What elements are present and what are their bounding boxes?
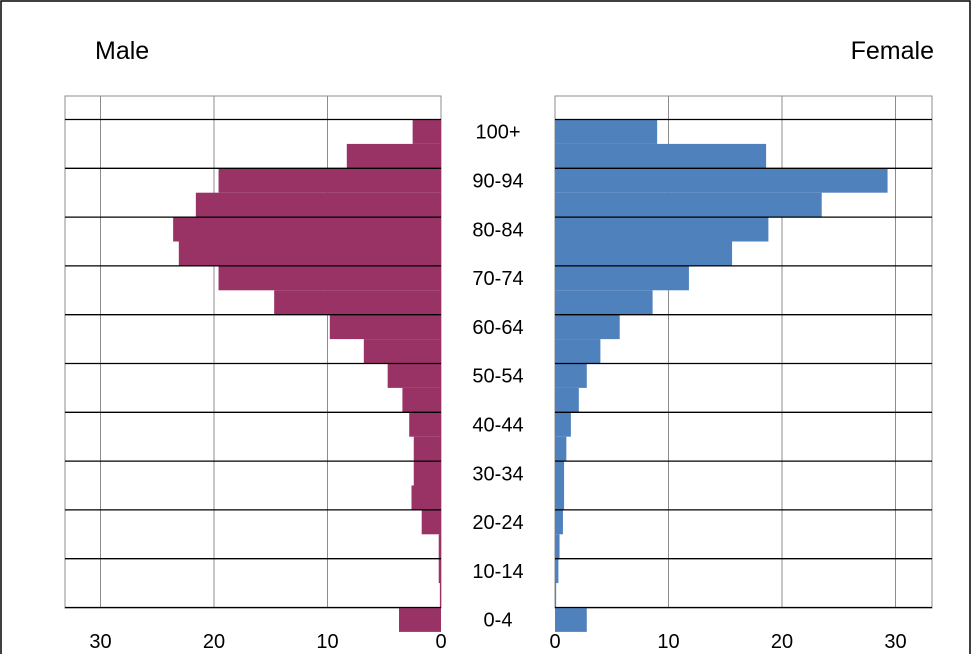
female-bar [555, 217, 769, 242]
female-bar [555, 290, 653, 315]
male-bar [346, 143, 441, 169]
age-axis-labels: 100+ 90-94 80-84 70-74 60-64 50-54 40-44 30-34 2… [472, 122, 523, 632]
female-bar [555, 509, 563, 535]
male-bar [178, 241, 441, 266]
male-bar [399, 607, 441, 632]
male-x-tick-label: 20 [203, 631, 225, 653]
female-bar [555, 363, 587, 388]
female-bar [555, 558, 559, 584]
age-group-label: 30-34 [472, 463, 523, 485]
male-bar [413, 436, 441, 462]
female-bar [555, 534, 560, 559]
age-group-label: 80-84 [472, 219, 523, 241]
female-bar [555, 314, 620, 340]
age-group-label: 0-4 [484, 610, 513, 632]
female-x-tick-label: 10 [657, 631, 679, 653]
age-group-label: 90-94 [472, 171, 523, 193]
male-x-tick-label: 10 [316, 631, 338, 653]
female-bar [555, 168, 888, 193]
female-bar [555, 412, 571, 437]
age-group-label: 60-64 [472, 317, 523, 339]
age-group-label: 20-24 [472, 512, 523, 534]
female-bar [555, 485, 565, 510]
male-bar [421, 509, 441, 535]
female-bar [555, 583, 557, 608]
male-bar [413, 461, 441, 486]
age-group-label: 10-14 [472, 561, 523, 583]
male-x-tick-label: 0 [435, 631, 446, 653]
male-bar [411, 485, 441, 510]
female-bar [555, 119, 658, 144]
female-bar [555, 461, 565, 486]
female-x-tick-label: 20 [771, 631, 793, 653]
female-bar [555, 387, 579, 413]
female-bar [555, 241, 733, 266]
male-x-tick-label: 30 [89, 631, 111, 653]
male-bar [218, 168, 441, 193]
male-bar [173, 217, 441, 242]
female-bar [555, 143, 767, 169]
female-bar [555, 192, 822, 218]
age-group-label: 40-44 [472, 415, 523, 437]
male-bar [438, 534, 441, 559]
male-bar [402, 387, 441, 413]
male-panel: 30 20 10 0 [64, 95, 447, 653]
male-title: Male [95, 37, 149, 65]
age-group-label: 50-54 [472, 366, 523, 388]
age-group-label: 70-74 [472, 268, 523, 290]
male-bar [412, 119, 441, 144]
male-bar [274, 290, 441, 315]
female-title: Female [851, 37, 934, 65]
male-bar [439, 583, 441, 608]
male-bar [329, 314, 441, 340]
age-group-label: 100+ [475, 122, 520, 144]
male-bar [387, 363, 441, 388]
male-bar [363, 339, 441, 364]
female-bar [555, 265, 689, 291]
female-x-tick-label: 0 [549, 631, 560, 653]
female-bar [555, 339, 601, 364]
male-bar [218, 265, 441, 291]
female-bar [555, 436, 567, 462]
male-bar [195, 192, 441, 218]
female-x-tick-label: 30 [884, 631, 906, 653]
male-bar [409, 412, 441, 437]
female-bar [555, 607, 587, 632]
female-panel: 0 10 20 30 [549, 95, 933, 653]
male-bar [438, 558, 441, 584]
